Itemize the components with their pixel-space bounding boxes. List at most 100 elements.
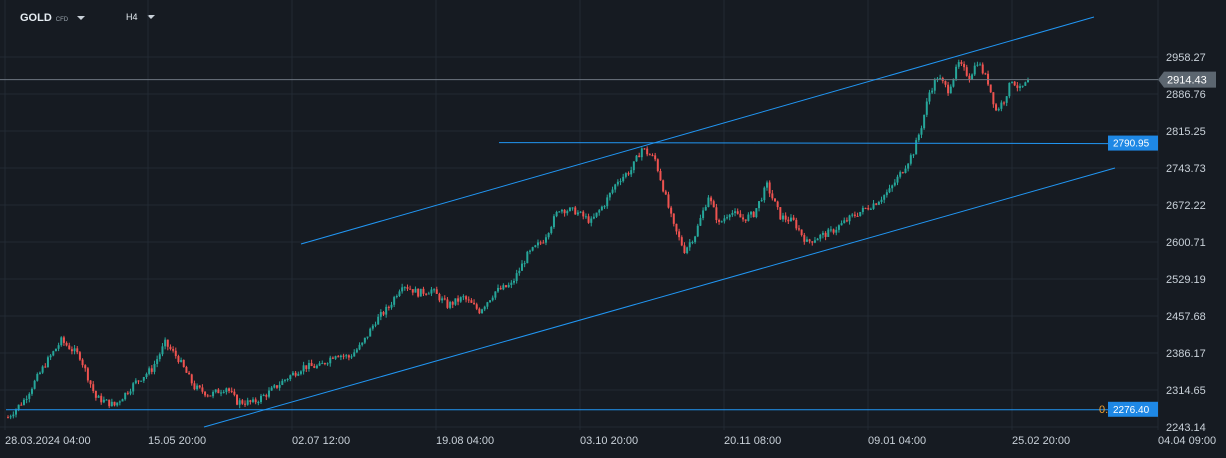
candle xyxy=(1000,100,1003,112)
candle-body xyxy=(576,212,579,215)
candle xyxy=(281,378,284,386)
candle-body xyxy=(483,306,486,310)
candle-body xyxy=(888,188,891,193)
candle-body xyxy=(899,172,902,177)
candle xyxy=(680,235,683,247)
candle-body xyxy=(659,170,662,181)
candle-body xyxy=(174,350,177,357)
candle xyxy=(957,59,960,69)
candle xyxy=(917,133,920,143)
candle xyxy=(507,282,510,288)
candle xyxy=(592,213,595,220)
candle xyxy=(1011,81,1014,84)
candle xyxy=(233,388,236,397)
candle xyxy=(611,186,614,195)
candle-body xyxy=(622,176,625,182)
candle-body xyxy=(177,356,180,363)
candle xyxy=(46,355,49,368)
candle-body xyxy=(560,209,563,212)
candle xyxy=(579,211,582,214)
candle-body xyxy=(795,219,798,229)
candle-body xyxy=(249,400,252,402)
candle xyxy=(837,224,840,233)
candle-body xyxy=(44,366,47,368)
candle xyxy=(481,308,484,314)
candle-body xyxy=(981,64,984,74)
candle-body xyxy=(616,181,619,185)
candle xyxy=(923,114,926,130)
candle xyxy=(246,397,249,406)
candle xyxy=(603,205,606,210)
candle xyxy=(776,200,779,210)
candle-body xyxy=(872,203,875,209)
candle-body xyxy=(635,155,638,162)
candle xyxy=(1013,81,1016,87)
level-badge xyxy=(1108,401,1158,417)
candle-body xyxy=(100,395,103,403)
candle-body xyxy=(212,391,215,397)
timeframe-selector[interactable]: H4 xyxy=(126,12,155,22)
candle xyxy=(925,98,928,118)
candle-body xyxy=(164,339,167,347)
candle-body xyxy=(923,114,926,129)
symbol-selector[interactable]: GOLD CFD xyxy=(20,12,86,24)
candle xyxy=(710,195,713,205)
candle xyxy=(262,393,265,397)
horizontal-level-line xyxy=(498,142,1109,145)
candle-body xyxy=(124,392,127,400)
candle xyxy=(515,269,518,284)
candle xyxy=(433,288,436,293)
candle-body xyxy=(467,299,470,301)
candle-body xyxy=(70,349,73,352)
candle-body xyxy=(291,372,294,376)
candle-body xyxy=(419,288,422,297)
candle xyxy=(68,342,71,350)
candle-body xyxy=(584,216,587,218)
candle-body xyxy=(811,241,814,243)
candle xyxy=(451,300,454,309)
candle xyxy=(563,209,566,217)
candle xyxy=(949,84,952,94)
candle-body xyxy=(853,214,856,216)
candle-body xyxy=(957,62,960,67)
candle-body xyxy=(859,211,862,217)
candle-body xyxy=(867,208,870,210)
candle xyxy=(518,267,521,276)
candle xyxy=(856,212,859,217)
candle-body xyxy=(843,220,846,224)
candle-body xyxy=(481,309,484,314)
price-tick-label: 2457.68 xyxy=(1166,311,1206,323)
candle xyxy=(859,211,862,217)
candle xyxy=(403,286,406,291)
candle-body xyxy=(912,154,915,156)
candle xyxy=(30,387,33,396)
candle-body xyxy=(1024,82,1027,86)
candle-body xyxy=(28,393,31,399)
candle-body xyxy=(267,390,270,397)
candle xyxy=(640,147,643,161)
candle-body xyxy=(947,84,950,94)
candle xyxy=(222,389,225,394)
candle xyxy=(446,297,449,309)
candle-body xyxy=(315,365,318,368)
candle-body xyxy=(257,402,260,404)
price-tick-label: 2386.17 xyxy=(1166,348,1206,360)
candle-body xyxy=(180,359,183,363)
candle xyxy=(12,411,15,419)
candle xyxy=(273,384,276,389)
candle-body xyxy=(193,383,196,390)
candle xyxy=(502,283,505,291)
candle xyxy=(164,337,167,350)
candle xyxy=(54,348,57,352)
candle-body xyxy=(172,349,175,351)
candle-body xyxy=(632,161,635,171)
candle-body xyxy=(1019,86,1022,88)
candle xyxy=(523,260,526,268)
candle-body xyxy=(326,363,329,365)
candle xyxy=(260,393,263,404)
candle-body xyxy=(624,173,627,177)
candle-body xyxy=(275,385,278,388)
candle xyxy=(510,280,513,289)
candle xyxy=(228,387,231,394)
